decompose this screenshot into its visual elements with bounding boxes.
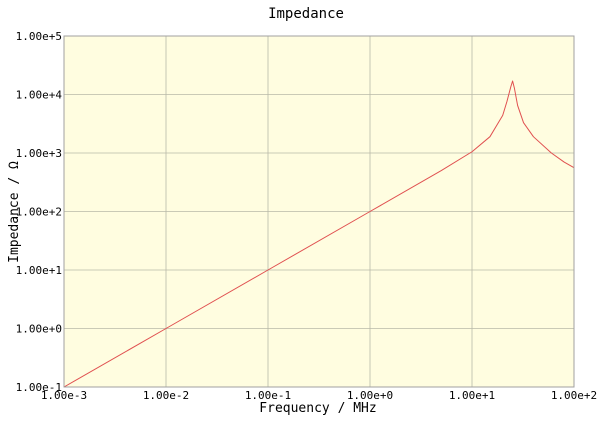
x-tick-label: 1.00e+1 <box>449 389 495 402</box>
x-tick-label: 1.00e-1 <box>245 389 291 402</box>
x-tick-label: 1.00e+0 <box>347 389 393 402</box>
y-tick-label: 1.00e+0 <box>16 323 62 336</box>
y-tick-label: 1.00e-1 <box>16 381 62 394</box>
y-tick-label: 1.00e+1 <box>16 264 62 277</box>
x-axis-label: Frequency / MHz <box>259 401 376 416</box>
grid-lines <box>63 35 575 388</box>
x-tick-label: 1.00e+2 <box>551 389 597 402</box>
y-tick-label: 1.00e+5 <box>16 30 62 43</box>
y-tick-labels: 1.00e-1 1.00e+0 1.00e+1 1.00e+2 1.00e+3 1.00e… <box>16 30 63 394</box>
plot-frame <box>63 35 575 388</box>
chart-title: Impedance <box>268 6 344 22</box>
x-tick-label: 1.00e-3 <box>41 389 87 402</box>
y-tick-label: 1.00e+4 <box>16 89 63 102</box>
y-tick-label: 1.00e+3 <box>16 147 62 160</box>
y-axis-label: Impedance / Ω <box>7 161 22 263</box>
impedance-series-line <box>63 80 575 388</box>
series-group <box>63 80 575 388</box>
x-tick-label: 1.00e-2 <box>143 389 189 402</box>
x-tick-labels: 1.00e-3 1.00e-2 1.00e-1 1.00e+0 1.00e+1 1.00e… <box>41 389 597 402</box>
y-tick-label: 1.00e+2 <box>16 206 62 219</box>
